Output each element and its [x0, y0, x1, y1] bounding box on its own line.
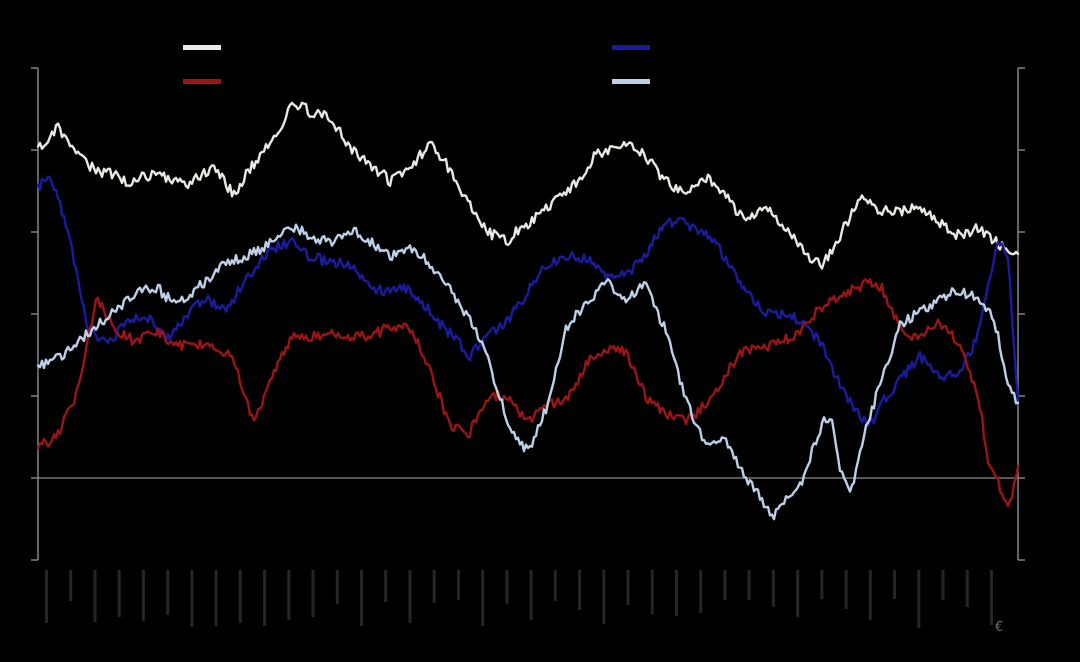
legend-swatch-navy [612, 44, 650, 50]
legend-swatch-white [183, 44, 221, 50]
legend-item-navy [612, 42, 659, 52]
legend-swatch-light-blue [612, 78, 650, 84]
legend-item-white [183, 42, 230, 52]
legend-swatch-dark-red [183, 78, 221, 84]
currency-glyph: € [995, 620, 1004, 635]
legend-item-dark-red [183, 76, 230, 86]
legend-item-light-blue [612, 76, 659, 86]
